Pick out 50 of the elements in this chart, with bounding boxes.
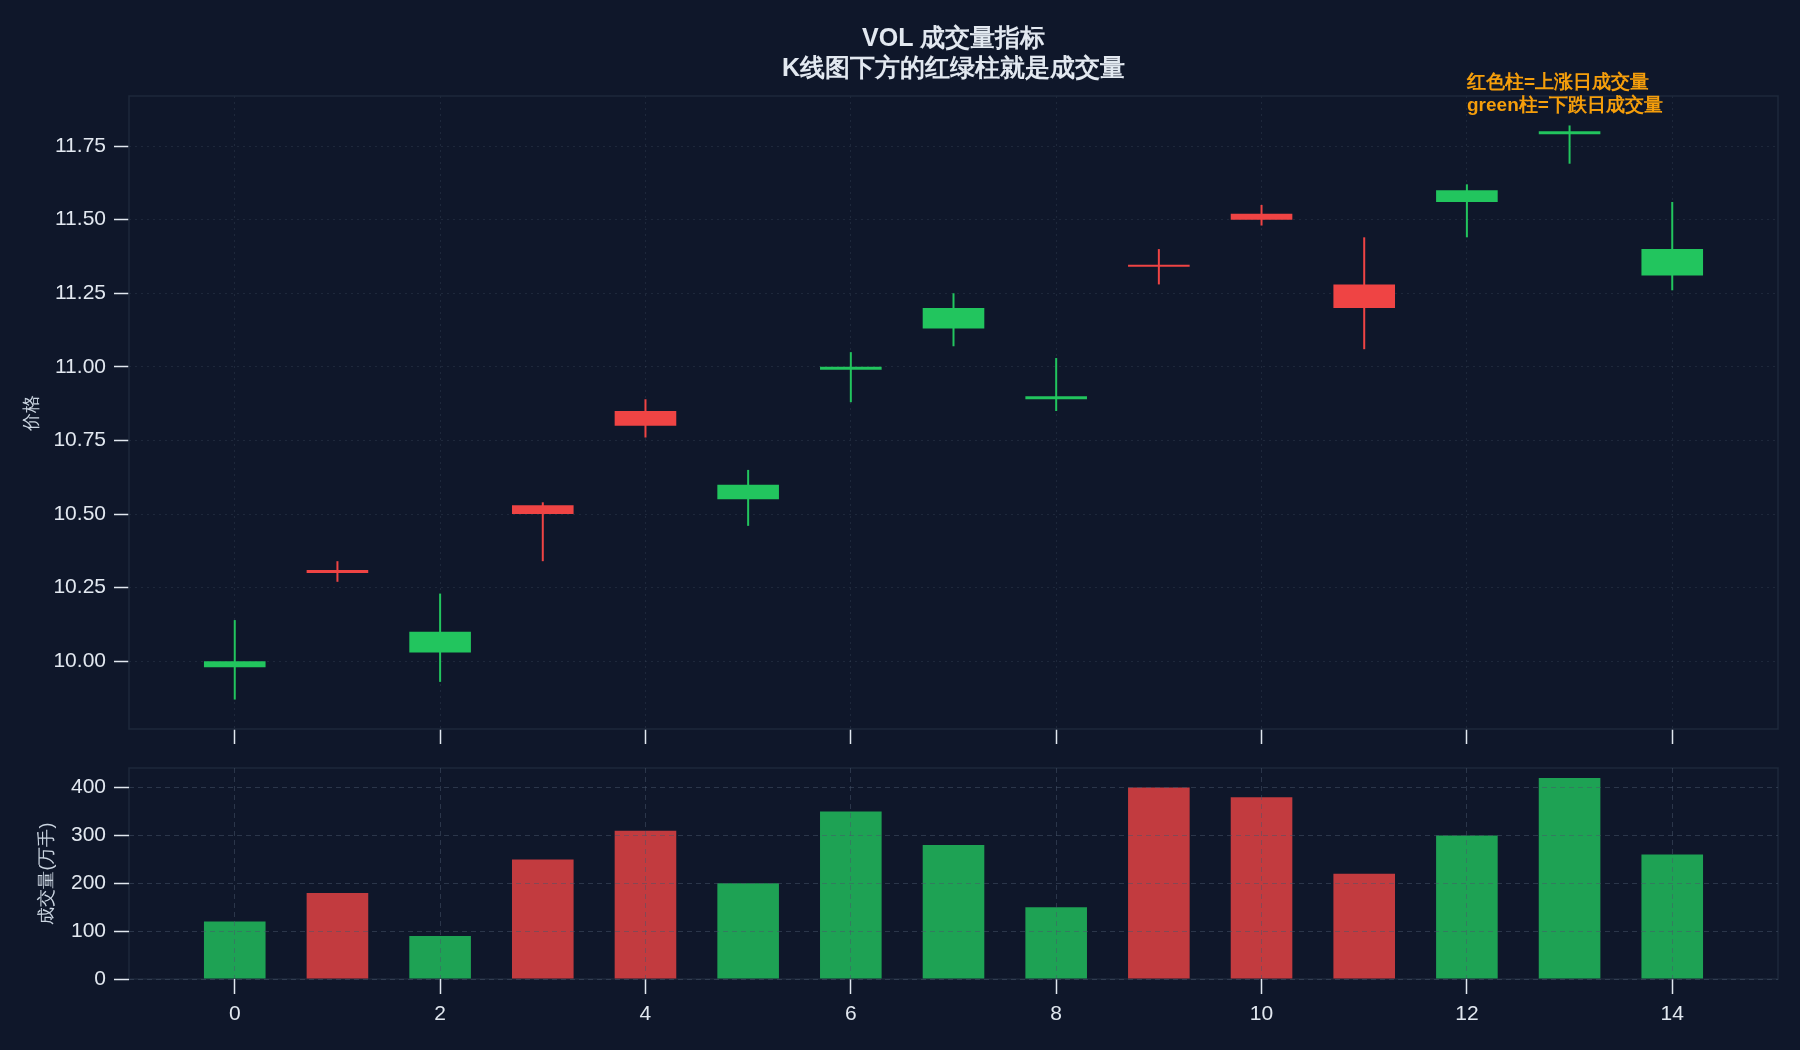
bar <box>1230 797 1293 979</box>
candlestick <box>717 468 779 527</box>
bar <box>1538 778 1601 979</box>
y-tick-label: 10.50 <box>53 500 106 524</box>
candlestick <box>203 619 266 701</box>
bar <box>1025 907 1087 979</box>
candlestick <box>511 501 574 563</box>
x-tick-label: 6 <box>844 1001 857 1025</box>
annotation: 红色柱=上涨日成交量 green柱=下跌日成交量 <box>1467 70 1663 116</box>
y-tick-label: 11.50 <box>55 206 106 230</box>
bar <box>1436 835 1498 979</box>
x-tick-label: 4 <box>639 1001 652 1025</box>
y-axis-title: 价格 <box>20 394 41 432</box>
x-tick-label: 0 <box>228 1001 241 1025</box>
y-tick-label: 400 <box>70 774 106 798</box>
candlestick <box>1128 248 1190 286</box>
candlestick <box>1025 357 1087 413</box>
y-tick-label: 100 <box>70 917 106 941</box>
candlestick <box>1538 124 1601 165</box>
y-tick-label: 0 <box>94 965 106 989</box>
bar <box>409 935 471 979</box>
candlestick <box>820 351 882 404</box>
candlestick <box>1230 203 1293 227</box>
y-tick-label: 10.00 <box>53 648 106 672</box>
bar <box>922 845 985 979</box>
candlestick <box>306 560 369 583</box>
bar <box>1128 787 1190 979</box>
y-tick-label: 10.75 <box>53 427 106 451</box>
y-tick-label: 10.25 <box>53 574 106 598</box>
bar <box>1333 873 1396 979</box>
x-tick-label: 2 <box>434 1001 446 1025</box>
bar <box>820 811 882 979</box>
x-tick-label: 10 <box>1249 1001 1274 1025</box>
y-tick-label: 11.75 <box>55 132 106 156</box>
y-axis-title: 成交量(万手) <box>35 822 56 925</box>
y-tick-label: 200 <box>70 870 106 894</box>
bar <box>306 892 369 979</box>
bar <box>203 921 266 979</box>
y-tick-label: 11.25 <box>55 280 106 304</box>
bar <box>614 830 677 979</box>
x-tick-label: 8 <box>1050 1001 1063 1025</box>
bar <box>717 883 779 979</box>
y-tick-label: 11.00 <box>55 353 106 377</box>
chart-title: VOL 成交量指标 <box>861 22 1046 52</box>
y-tick-label: 300 <box>70 822 106 846</box>
bar <box>511 859 574 979</box>
bar <box>1641 854 1704 979</box>
x-tick-label: 12 <box>1455 1001 1479 1025</box>
x-tick-label: 14 <box>1660 1001 1685 1025</box>
chart-subtitle: K线图下方的红绿柱就是成交量 <box>781 53 1126 81</box>
